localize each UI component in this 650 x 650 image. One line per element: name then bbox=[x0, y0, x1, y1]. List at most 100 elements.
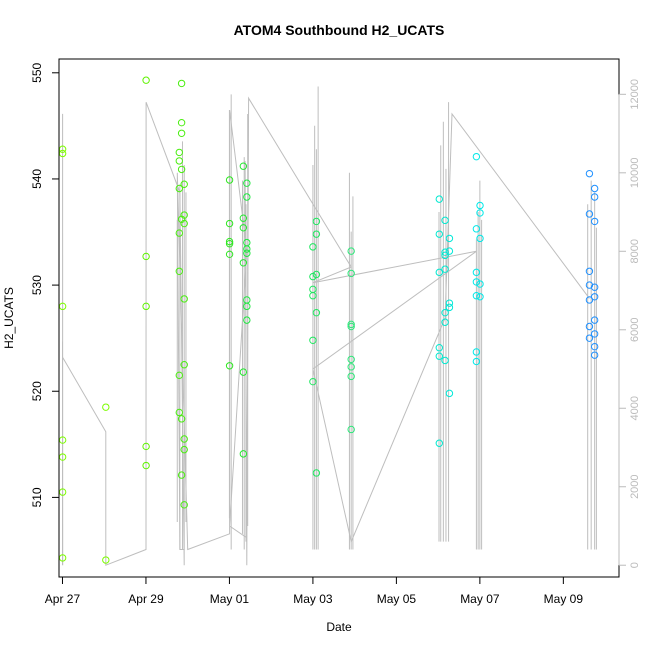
y2-tick-label: 12000 bbox=[629, 79, 641, 110]
data-point bbox=[347, 372, 355, 381]
data-point bbox=[435, 352, 443, 360]
data-point bbox=[590, 316, 599, 324]
y-axis: 510 520 530 540 550 bbox=[30, 62, 59, 507]
data-point bbox=[243, 193, 251, 201]
data-point bbox=[476, 234, 484, 243]
x-tick-label: May 07 bbox=[460, 592, 500, 606]
data-point bbox=[239, 214, 248, 222]
data-point bbox=[175, 148, 183, 157]
data-point bbox=[239, 368, 248, 376]
y-tick-label: 550 bbox=[30, 62, 44, 82]
y2-tick-label: 2000 bbox=[629, 474, 641, 498]
data-point bbox=[312, 217, 321, 226]
data-point bbox=[435, 344, 443, 352]
data-point bbox=[445, 299, 454, 307]
data-point bbox=[472, 268, 481, 277]
data-point bbox=[476, 209, 484, 217]
data-point bbox=[180, 361, 188, 369]
data-point bbox=[243, 302, 251, 311]
x-tick-label: May 01 bbox=[210, 592, 250, 606]
data-point bbox=[445, 303, 454, 312]
data-point bbox=[441, 318, 449, 326]
data-point bbox=[225, 250, 234, 259]
data-point bbox=[445, 389, 454, 398]
data-point bbox=[309, 377, 317, 386]
data-point bbox=[312, 270, 321, 279]
data-point bbox=[590, 217, 599, 226]
data-point bbox=[590, 293, 599, 301]
data-point bbox=[585, 322, 594, 331]
data-point bbox=[472, 357, 481, 366]
y-axis-label: H2_UCATS bbox=[2, 287, 16, 349]
data-point bbox=[347, 320, 355, 329]
data-point bbox=[472, 348, 481, 356]
data-point bbox=[177, 129, 186, 138]
data-point bbox=[441, 216, 449, 225]
y2-tick-label: 0 bbox=[629, 562, 641, 568]
data-point bbox=[472, 152, 481, 161]
data-point bbox=[585, 169, 594, 178]
chart-title: ATOM4 Southbound H2_UCATS bbox=[234, 22, 445, 38]
data-point bbox=[441, 265, 449, 273]
data-point bbox=[239, 162, 248, 170]
data-point bbox=[177, 165, 186, 174]
data-point bbox=[177, 471, 186, 479]
data-point bbox=[472, 292, 481, 300]
data-point bbox=[441, 356, 449, 365]
data-point bbox=[590, 351, 599, 359]
data-point bbox=[142, 442, 150, 451]
data-point bbox=[243, 245, 251, 253]
data-point bbox=[180, 211, 188, 219]
data-point bbox=[243, 179, 251, 187]
data-point bbox=[175, 184, 183, 193]
data-point bbox=[476, 293, 484, 301]
data-point bbox=[142, 461, 150, 470]
y2-tick-label: 8000 bbox=[629, 239, 641, 263]
data-point bbox=[590, 193, 599, 201]
data-point bbox=[175, 229, 183, 237]
data-point bbox=[243, 316, 251, 324]
data-point bbox=[441, 248, 449, 256]
data-point bbox=[472, 278, 481, 286]
data-point bbox=[177, 79, 186, 88]
data-point bbox=[243, 249, 251, 257]
data-point bbox=[180, 445, 188, 454]
data-point bbox=[102, 556, 110, 564]
data-point bbox=[239, 224, 248, 232]
data-point bbox=[476, 280, 484, 288]
x-tick-label: May 09 bbox=[544, 592, 584, 606]
data-point bbox=[585, 210, 594, 218]
x-tick-label: Apr 27 bbox=[45, 592, 81, 606]
data-point bbox=[435, 230, 443, 238]
x-tick-label: Apr 29 bbox=[128, 592, 164, 606]
flight-track-line bbox=[62, 96, 590, 566]
plot-frame bbox=[58, 58, 620, 578]
data-point bbox=[180, 219, 188, 228]
data-point bbox=[142, 252, 150, 261]
data-point bbox=[472, 225, 481, 233]
data-point bbox=[445, 234, 454, 243]
y2-tick-label: 4000 bbox=[629, 396, 641, 420]
data-point bbox=[142, 76, 150, 84]
data-point bbox=[435, 439, 443, 447]
data-points bbox=[58, 76, 599, 564]
data-point bbox=[347, 363, 355, 371]
x-axis-label: Date bbox=[326, 620, 352, 634]
data-point bbox=[585, 267, 594, 275]
data-point bbox=[225, 176, 234, 184]
data-point bbox=[435, 268, 443, 277]
y-tick-label: 520 bbox=[30, 381, 44, 401]
data-point bbox=[180, 501, 188, 509]
data-point bbox=[102, 403, 110, 411]
data-point bbox=[225, 239, 234, 248]
y2-axis: 0 2000 4000 6000 8000 10000 12000 bbox=[618, 79, 641, 568]
data-point bbox=[347, 247, 355, 255]
data-point bbox=[225, 237, 234, 246]
data-point bbox=[347, 425, 355, 434]
data-point bbox=[585, 296, 594, 304]
data-point bbox=[180, 435, 188, 443]
x-axis: Apr 27 Apr 29 May 01 May 03 May 05 May 07 May … bbox=[45, 577, 584, 606]
data-point bbox=[177, 415, 186, 423]
data-point bbox=[309, 292, 317, 300]
